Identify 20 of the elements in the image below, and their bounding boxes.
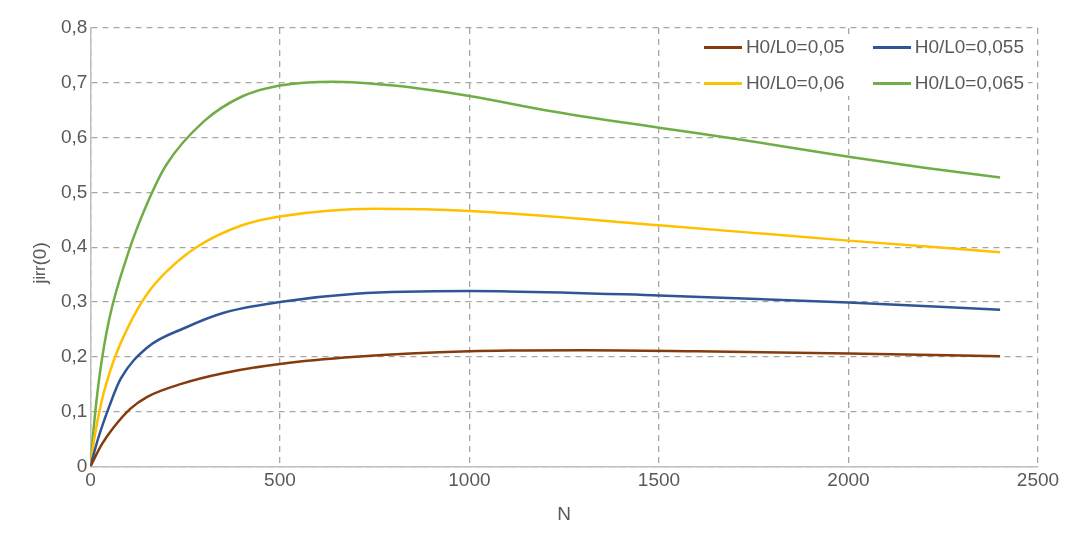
legend-label: H0/L0=0,06 [745,72,845,94]
y-tick-label: 0,5 [60,180,88,202]
x-tick-label: 2000 [827,469,870,491]
y-tick-label: 0,8 [60,16,88,38]
x-tick-label: 500 [264,469,296,491]
y-tick-label: 0,6 [60,125,88,147]
x-axis-title: N [557,502,572,524]
legend-label: H0/L0=0,055 [914,36,1024,58]
x-tick-label: 1500 [637,469,681,491]
y-tick-label: 0,2 [60,345,88,367]
y-tick-label: 0,1 [60,399,88,421]
y-tick-label: 0,7 [60,71,88,93]
x-tick-label: 2500 [1016,469,1060,491]
y-tick-label: 0,4 [60,235,88,257]
legend-label: H0/L0=0,065 [914,72,1024,94]
x-tick-label: 1000 [448,469,491,491]
y-tick-label: 0,3 [60,290,88,312]
y-tick-label: 0 [76,454,88,476]
legend-label: H0/L0=0,05 [745,36,845,58]
line-series [90,348,1002,467]
